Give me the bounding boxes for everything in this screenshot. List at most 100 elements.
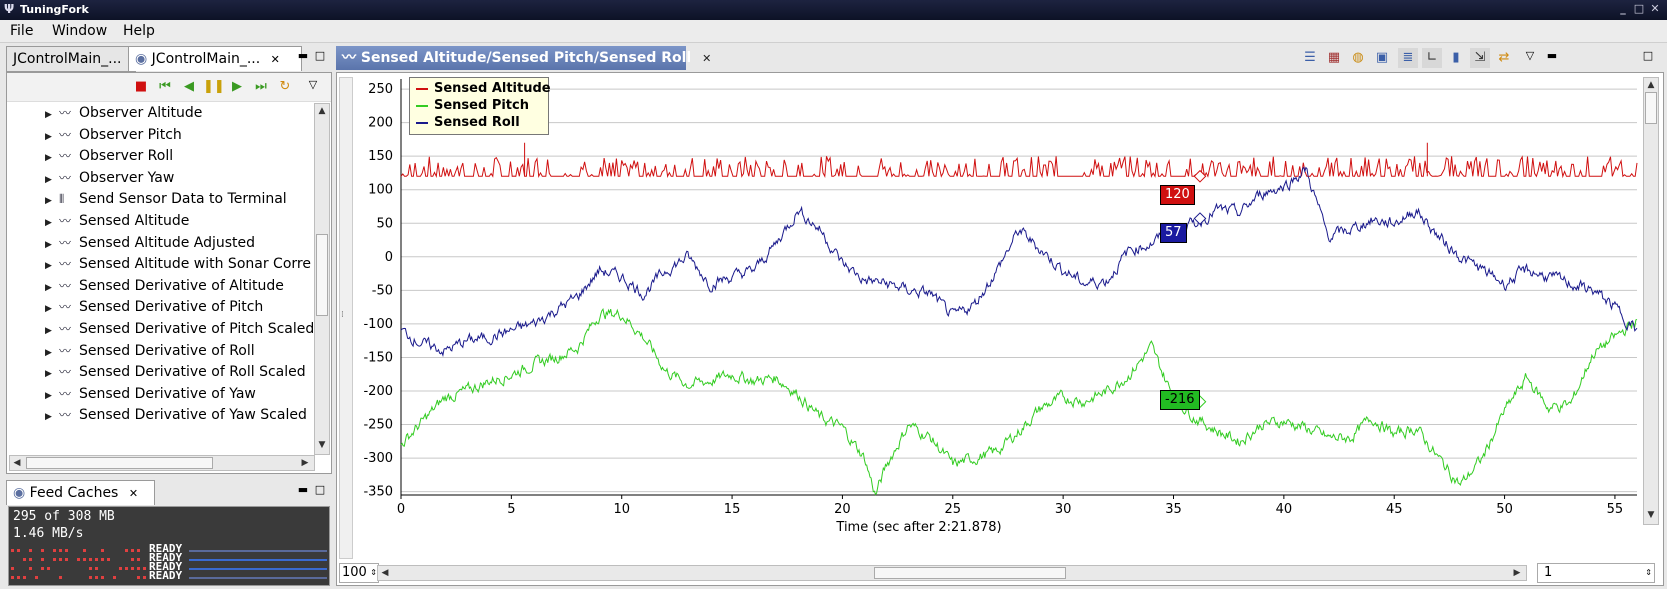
expand-arrow-icon[interactable]: ▶ xyxy=(45,390,52,401)
tree-horizontal-scrollbar[interactable]: ◀ ▶ xyxy=(9,455,315,471)
pause-icon[interactable]: ❚❚ xyxy=(203,79,225,94)
tree-item[interactable]: ▶ 〰 Sensed Derivative of Yaw Scaled xyxy=(45,405,307,426)
sync-icon[interactable]: ⇄ xyxy=(1498,50,1510,65)
scroll-thumb[interactable] xyxy=(874,567,1066,579)
tree-item[interactable]: ▶ 〰 Sensed Derivative of Roll xyxy=(45,341,255,362)
tree-item[interactable]: ▶ 〰 Sensed Derivative of Pitch xyxy=(45,297,263,318)
activity-bar xyxy=(189,568,327,570)
expand-arrow-icon[interactable]: ▶ xyxy=(45,304,52,315)
spinner-arrows-icon[interactable]: ⇕ xyxy=(370,568,377,577)
chart-vertical-scrollbar[interactable]: ▲ ▼ xyxy=(1643,77,1659,525)
tab-feed-caches[interactable]: ◉ Feed Caches ✕ xyxy=(6,480,155,505)
menu-help[interactable]: Help xyxy=(123,23,155,39)
tree-item[interactable]: ▶ 〰 Observer Yaw xyxy=(45,168,174,189)
marker-icon[interactable]: ▮ xyxy=(1452,50,1460,65)
close-tab-icon[interactable]: ✕ xyxy=(128,487,139,500)
save-icon[interactable]: ▣ xyxy=(1375,50,1389,65)
tree-item[interactable]: ▶ 〰 Observer Altitude xyxy=(45,103,202,124)
expand-arrow-icon[interactable]: ▶ xyxy=(45,196,52,207)
view-menu-icon[interactable]: ▽ xyxy=(308,78,318,91)
tab-label: Feed Caches xyxy=(29,485,119,501)
table-icon[interactable]: ≣ xyxy=(1398,48,1418,68)
expand-arrow-icon[interactable]: ▶ xyxy=(45,261,52,272)
view-menu-icon[interactable]: ▽ xyxy=(1525,49,1535,62)
scroll-down-icon[interactable]: ▼ xyxy=(1647,510,1655,520)
scroll-thumb[interactable] xyxy=(316,234,328,316)
scroll-right-icon[interactable]: ▶ xyxy=(301,458,309,468)
tree-item[interactable]: ▶ 〰 Observer Roll xyxy=(45,146,173,167)
tree-item[interactable]: ▶ ⦀ Send Sensor Data to Terminal xyxy=(45,189,287,210)
scale-icon[interactable]: ⇲ xyxy=(1470,48,1490,68)
maximize-panel-icon[interactable]: □ xyxy=(1642,49,1654,62)
tree-item[interactable]: ▶ 〰 Sensed Derivative of Altitude xyxy=(45,276,284,297)
expand-arrow-icon[interactable]: ▶ xyxy=(45,369,52,380)
maximize-panel-icon[interactable]: □ xyxy=(314,483,326,496)
scroll-thumb[interactable] xyxy=(26,457,213,469)
tab-jcontrolmain-2[interactable]: ◉ JControlMain_... ✕ xyxy=(128,46,302,71)
legend-item-pitch[interactable]: Sensed Pitch xyxy=(416,98,529,114)
expand-arrow-icon[interactable]: ▶ xyxy=(45,153,52,164)
maximize-window-icon[interactable]: □ xyxy=(1633,2,1645,15)
minimize-panel-icon[interactable]: ▬ xyxy=(1546,49,1558,62)
tuningfork-icon: Ψ xyxy=(4,2,15,16)
close-tab-icon[interactable]: ✕ xyxy=(270,53,280,66)
zoom-spinner[interactable]: 100 ⇕ xyxy=(339,563,379,583)
tree-item[interactable]: ▶ 〰 Observer Pitch xyxy=(45,125,182,146)
tree-item[interactable]: ▶ 〰 Sensed Altitude with Sonar Corre xyxy=(45,254,311,275)
scroll-up-icon[interactable]: ▲ xyxy=(1647,80,1655,90)
tab-label: Sensed Altitude/Sensed Pitch/Sensed Roll xyxy=(360,50,692,66)
scroll-up-icon[interactable]: ▲ xyxy=(318,106,326,116)
tree-item[interactable]: ▶ 〰 Sensed Altitude xyxy=(45,211,189,232)
series-icon: 〰 xyxy=(59,300,72,315)
skip-end-icon[interactable]: ⏭ xyxy=(255,79,267,94)
expand-arrow-icon[interactable]: ▶ xyxy=(45,218,52,228)
scroll-left-icon[interactable]: ◀ xyxy=(13,458,21,468)
expand-arrow-icon[interactable]: ▶ xyxy=(45,131,52,142)
expand-arrow-icon[interactable]: ▶ xyxy=(45,326,52,336)
expand-arrow-icon[interactable]: ▶ xyxy=(45,174,52,185)
expand-arrow-icon[interactable]: ▶ xyxy=(45,110,52,120)
tab-jcontrolmain-1[interactable]: JControlMain_... xyxy=(6,46,136,72)
minimize-window-icon[interactable]: _ xyxy=(1620,2,1626,15)
scroll-thumb[interactable] xyxy=(1645,92,1657,124)
play-icon[interactable]: ▶ xyxy=(232,79,242,94)
tree-item[interactable]: ▶ 〰 Sensed Derivative of Roll Scaled xyxy=(45,362,306,383)
stop-icon[interactable]: ■ xyxy=(134,79,148,94)
minimize-panel-icon[interactable]: ▬ xyxy=(297,49,309,62)
legend-item-altitude[interactable]: Sensed Altitude xyxy=(416,81,551,97)
page-spinner[interactable]: 1 ⇕ xyxy=(1537,563,1655,583)
minimize-panel-icon[interactable]: ▬ xyxy=(297,483,309,496)
activity-dot xyxy=(17,576,20,579)
menu-window[interactable]: Window xyxy=(52,23,108,39)
expand-arrow-icon[interactable]: ▶ xyxy=(45,282,52,293)
axis-icon[interactable]: ∟ xyxy=(1422,48,1442,68)
spinner-arrows-icon[interactable]: ⇕ xyxy=(1645,568,1652,577)
list-icon[interactable]: ☰ xyxy=(1304,50,1316,65)
maximize-panel-icon[interactable]: □ xyxy=(314,49,326,62)
chart-horizontal-scrollbar[interactable]: ◀ ▶ xyxy=(377,565,1527,581)
close-window-icon[interactable]: ✕ xyxy=(1650,2,1660,15)
tree-vertical-scrollbar[interactable]: ▲ ▼ xyxy=(314,103,330,455)
legend-item-roll[interactable]: Sensed Roll xyxy=(416,115,520,131)
legend-swatch xyxy=(416,87,428,90)
chart-left-sash[interactable]: ⁞ xyxy=(339,77,353,559)
expand-arrow-icon[interactable]: ▶ xyxy=(45,347,52,358)
tree-item[interactable]: ▶ 〰 Sensed Altitude Adjusted xyxy=(45,233,255,254)
step-back-icon[interactable]: ◀ xyxy=(184,79,194,94)
scroll-right-icon[interactable]: ▶ xyxy=(1513,568,1521,578)
tree-item[interactable]: ▶ 〰 Sensed Derivative of Pitch Scaled xyxy=(45,319,313,340)
page-value: 1 xyxy=(1544,565,1553,580)
scroll-left-icon[interactable]: ◀ xyxy=(381,568,389,578)
tab-chart[interactable]: 〰 Sensed Altitude/Sensed Pitch/Sensed Ro… xyxy=(336,46,711,70)
tree-item[interactable]: ▶ 〰 Sensed Derivative of Yaw xyxy=(45,384,256,405)
expand-arrow-icon[interactable]: ▶ xyxy=(45,239,52,250)
activity-dot xyxy=(53,558,56,561)
grid-icon[interactable]: ▦ xyxy=(1327,50,1341,65)
close-tab-icon[interactable]: ✕ xyxy=(702,52,712,65)
scroll-down-icon[interactable]: ▼ xyxy=(318,440,326,450)
palette-icon[interactable]: ◍ xyxy=(1352,50,1364,65)
menu-file[interactable]: File xyxy=(10,23,34,39)
refresh-icon[interactable]: ↻ xyxy=(279,79,291,94)
expand-arrow-icon[interactable]: ▶ xyxy=(45,412,52,423)
skip-start-icon[interactable]: ⏮ xyxy=(159,79,171,94)
